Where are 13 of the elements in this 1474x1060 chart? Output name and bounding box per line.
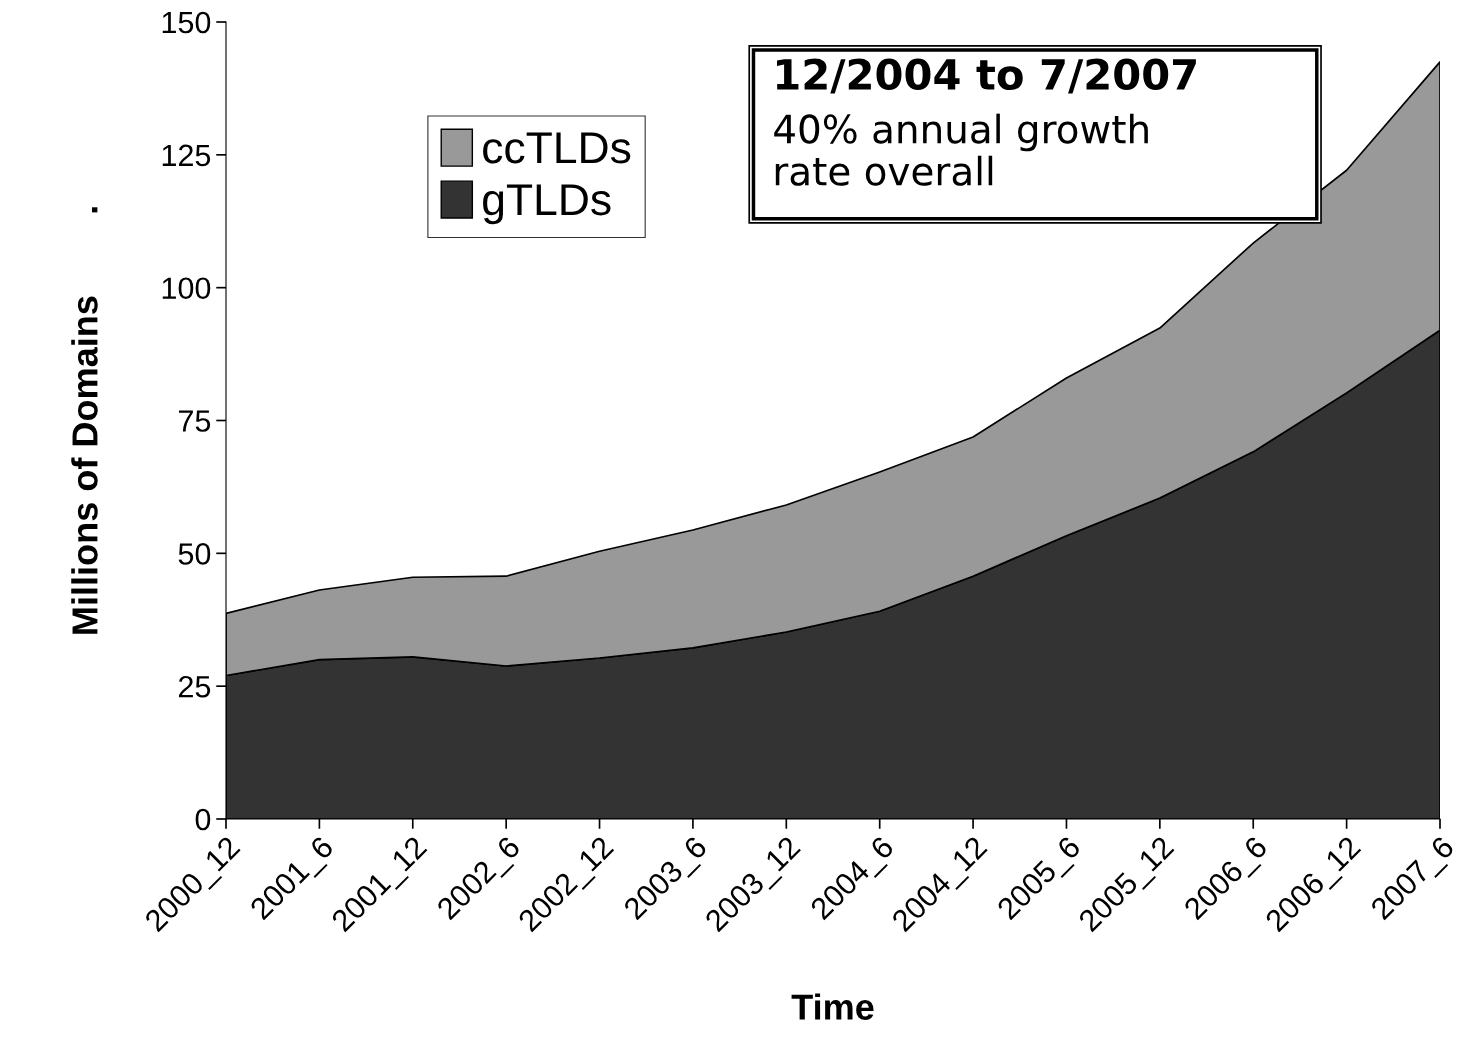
y-tick-label: 50 (178, 543, 211, 565)
y-tick-label: 100 (162, 277, 211, 300)
y-tick-label: 25 (178, 675, 211, 698)
y-tick-label: 150 (162, 11, 211, 34)
y-tick-label: 0 (195, 808, 211, 831)
y-tick-label: 125 (162, 144, 211, 167)
legend-label: gTLDs (483, 184, 611, 225)
x-axis-title: Time (791, 993, 874, 1020)
legend-label: ccTLDs (483, 132, 631, 164)
annotation: 12/2004 to 7/2007 (777, 58, 1196, 94)
y-axis-title: Millions of Domains . (71, 207, 98, 634)
y-tick-label: 75 (179, 410, 211, 432)
annotation: 40% annual growth rate overall (774, 113, 1148, 186)
